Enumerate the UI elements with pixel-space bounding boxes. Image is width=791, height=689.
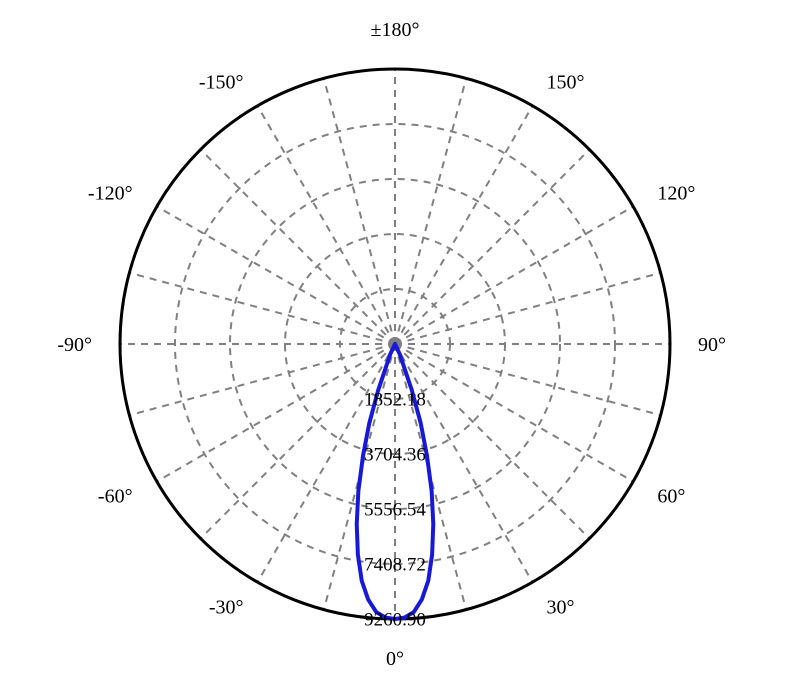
angle-label: 30°: [547, 596, 575, 618]
angle-label: 150°: [547, 72, 585, 94]
radial-tick-label: 3704.36: [364, 445, 426, 466]
angle-label: -150°: [199, 72, 244, 94]
radial-tick-label: 1852.18: [364, 390, 426, 411]
angle-label: 0°: [386, 648, 404, 670]
angle-label: -90°: [57, 334, 92, 356]
radial-tick-label: 9260.90: [364, 610, 426, 631]
radial-tick-label: 7408.72: [364, 555, 426, 576]
angle-label: 60°: [657, 486, 685, 508]
radial-tick-label: 5556.54: [364, 500, 426, 521]
angle-label: -120°: [88, 183, 133, 205]
angle-label: 120°: [657, 183, 695, 205]
polar-chart: 0° 30° 60° 90° 120° 150° ±180° -150° -120° -90° -6…: [0, 0, 791, 689]
angle-label: -30°: [209, 596, 244, 618]
angle-label: -60°: [98, 486, 133, 508]
angle-label: ±180°: [371, 19, 420, 41]
angle-label: 90°: [698, 334, 726, 356]
